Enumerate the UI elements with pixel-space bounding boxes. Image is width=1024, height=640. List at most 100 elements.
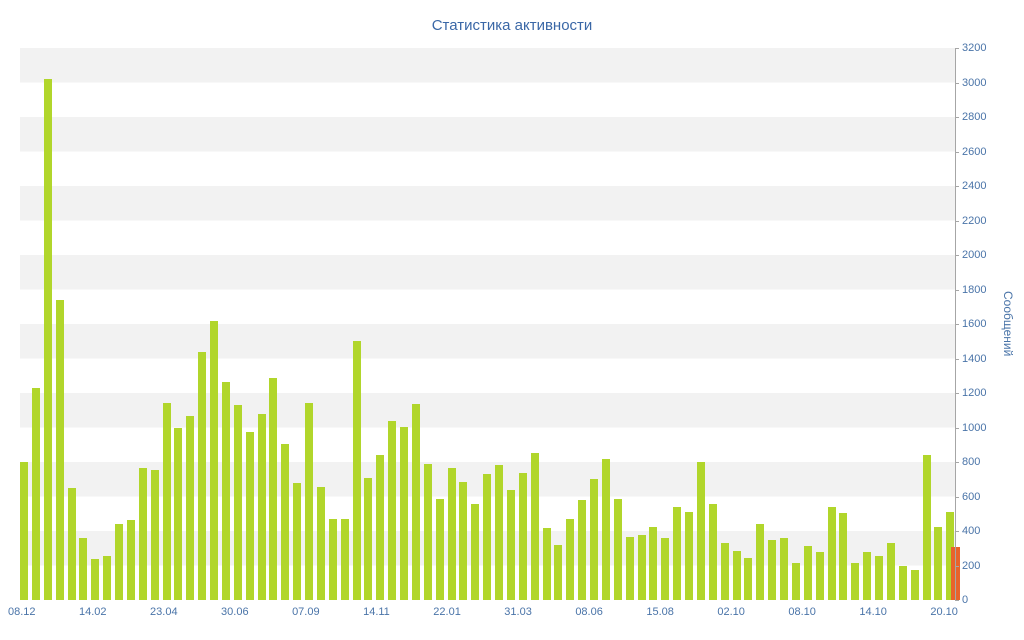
bar [791, 562, 800, 600]
y-tick-mark [955, 82, 959, 84]
bar [851, 562, 860, 600]
bar [411, 404, 420, 600]
y-tick-mark [955, 565, 959, 567]
bar [673, 506, 682, 600]
bar [103, 556, 112, 600]
bar [708, 504, 717, 600]
x-tick-label: 23.04 [150, 606, 178, 618]
y-tick-mark [955, 186, 959, 187]
y-tick-mark [955, 289, 959, 291]
x-tick-label: 07.09 [292, 606, 320, 618]
y-tick-label: 3200 [962, 42, 987, 54]
bar [590, 479, 598, 600]
x-tick-label: 08.10 [788, 606, 816, 618]
bar [815, 551, 824, 600]
bar [554, 544, 563, 600]
bar [934, 526, 943, 600]
bar [435, 499, 444, 600]
plot-area [20, 48, 960, 600]
bar [340, 518, 349, 600]
bar [542, 527, 551, 600]
bar [803, 545, 812, 600]
y-tick-label: 2600 [962, 145, 987, 158]
y-tick-label: 2400 [962, 180, 987, 192]
bar [20, 462, 28, 600]
bar [649, 526, 658, 600]
bar [637, 535, 646, 600]
bar [55, 299, 64, 600]
y-tick-label: 1600 [962, 318, 987, 330]
y-tick-label: 1400 [962, 352, 987, 365]
bar [471, 504, 480, 600]
bar [257, 413, 266, 600]
bar [459, 481, 468, 600]
y-axis-title: Сообщений [1001, 291, 1015, 357]
bar [613, 499, 622, 600]
bar [483, 474, 492, 600]
y-tick-label: 1200 [962, 387, 987, 399]
y-tick-label: 2000 [962, 249, 987, 261]
bar [720, 543, 729, 600]
x-tick-label: 22.01 [433, 606, 461, 618]
bar [732, 550, 741, 600]
x-tick-label: 14.02 [79, 606, 107, 618]
bar [91, 558, 100, 600]
y-tick-label: 2200 [962, 214, 987, 227]
bar [293, 482, 302, 600]
bar [922, 455, 931, 600]
bar [768, 539, 777, 600]
bar [423, 463, 432, 600]
bar [827, 506, 836, 600]
bar [388, 420, 397, 600]
bar [780, 537, 788, 600]
bar [601, 458, 610, 600]
x-tick-label: 14.11 [363, 606, 390, 618]
x-tick-label: 30.06 [221, 606, 249, 618]
bar [31, 387, 40, 600]
bar [210, 320, 218, 600]
bar [305, 403, 313, 600]
bar [661, 537, 670, 600]
bar [886, 543, 895, 600]
x-tick-label: 14.10 [859, 606, 887, 618]
y-tick-mark [955, 496, 959, 498]
bar [910, 569, 919, 600]
bar [150, 469, 159, 600]
y-tick-label: 400 [962, 525, 981, 537]
y-tick-label: 800 [962, 456, 981, 468]
bar [328, 518, 337, 600]
bar [495, 464, 503, 600]
x-tick-label: 08.06 [575, 606, 603, 618]
bar [138, 468, 147, 600]
y-axis-ticks: 0 200 400 600 800 1000 1200 1400 1600 1800 2000 220… [955, 42, 1019, 606]
y-tick-label: 2800 [962, 111, 987, 123]
bar [376, 455, 385, 600]
y-tick-mark [955, 393, 959, 394]
bar [198, 351, 207, 600]
x-tick-label: 02.10 [717, 606, 745, 618]
y-tick-mark [955, 531, 959, 532]
bar [221, 381, 230, 600]
bar [875, 556, 883, 600]
y-tick-label: 1800 [962, 283, 987, 296]
y-tick-mark [955, 462, 959, 463]
x-tick-label: 08.12 [8, 606, 36, 618]
bar [316, 487, 325, 600]
bar [245, 431, 254, 600]
x-tick-label: 15.08 [646, 606, 674, 618]
bar [174, 427, 183, 600]
bar [281, 443, 290, 600]
bars-container [20, 48, 955, 600]
y-tick-label: 3000 [962, 76, 987, 89]
y-tick-mark [955, 220, 959, 222]
bar [898, 566, 907, 600]
bar [186, 416, 195, 600]
y-tick-mark [955, 151, 959, 153]
y-tick-label: 200 [962, 559, 981, 572]
y-tick-mark [955, 48, 959, 49]
bar [863, 551, 872, 600]
bar [400, 426, 408, 600]
chart-title: Статистика активности [431, 17, 593, 34]
bar [126, 519, 135, 600]
bar [946, 512, 955, 600]
